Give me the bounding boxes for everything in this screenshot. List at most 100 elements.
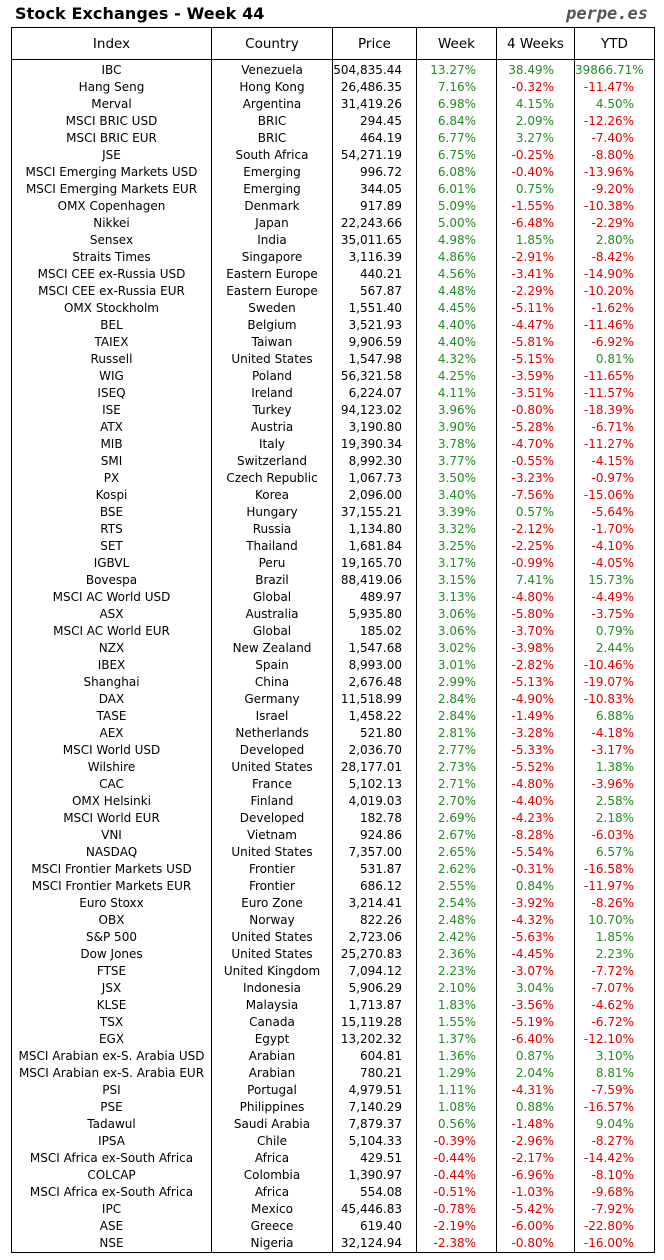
table-row: Tadawul Saudi Arabia 7,879.37 0.56% -1.48% 9.… (11, 1116, 655, 1133)
price-cell: 15,119.28 (332, 1014, 417, 1031)
price-cell: 185.02 (332, 623, 417, 640)
table-row: MSCI Africa ex-South Africa Africa 429.51-… (11, 1150, 655, 1167)
price-cell: 4,019.03 (332, 793, 417, 810)
ytd-change-cell: -14.90% (574, 266, 655, 283)
week-change-cell: 2.48% (416, 912, 497, 929)
table-row: RTS Russia 1,134.80 3.32% -2.12% -1.70% (11, 521, 655, 538)
week-change-cell: 2.70% (416, 793, 497, 810)
index-cell: BEL (11, 317, 212, 334)
four-week-change-cell: -8.28% (496, 827, 575, 844)
price-cell: 28,177.01 (332, 759, 417, 776)
four-week-change-cell: -0.32% (496, 79, 575, 96)
price-cell: 8,993.00 (332, 657, 417, 674)
ytd-change-cell: 2.18% (574, 810, 655, 827)
index-cell: MSCI CEE ex-Russia EUR (11, 283, 212, 300)
country-cell: Canada (211, 1014, 333, 1031)
column-header-week[interactable]: Week (416, 27, 497, 60)
week-change-cell: 3.06% (416, 606, 497, 623)
ytd-change-cell: -9.68% (574, 1184, 655, 1201)
ytd-change-cell: -12.10% (574, 1031, 655, 1048)
week-change-cell: 5.00% (416, 215, 497, 232)
week-change-cell: 6.01% (416, 181, 497, 198)
four-week-change-cell: 2.09% (496, 113, 575, 130)
table-row: SMI Switzerland 8,992.30 3.77% -0.55% -4.15% (11, 453, 655, 470)
table-row: ISE Turkey 94,123.02 3.96% -0.80% -18.39% (11, 402, 655, 419)
country-cell: United States (211, 946, 333, 963)
table-row: Kospi Korea 2,096.00 3.40% -7.56% -15.06% (11, 487, 655, 504)
week-change-cell: 2.84% (416, 691, 497, 708)
ytd-change-cell: -2.29% (574, 215, 655, 232)
table-row: TSX Canada 15,119.28 1.55% -5.19% -6.72% (11, 1014, 655, 1031)
price-cell: 26,486.35 (332, 79, 417, 96)
price-cell: 9,906.59 (332, 334, 417, 351)
four-week-change-cell: -1.03% (496, 1184, 575, 1201)
column-header-4-weeks[interactable]: 4 Weeks (496, 27, 575, 60)
table-row: MSCI Frontier Markets USD Frontier 531.87 2… (11, 861, 655, 878)
price-cell: 182.78 (332, 810, 417, 827)
country-cell: Indonesia (211, 980, 333, 997)
four-week-change-cell: -0.80% (496, 402, 575, 419)
table-row: AEX Netherlands 521.80 2.81% -3.28% -4.18% (11, 725, 655, 742)
table-row: ASE Greece 619.40 -2.19% -6.00% -22.80% (11, 1218, 655, 1235)
ytd-change-cell: 2.80% (574, 232, 655, 249)
table-row: MSCI AC World EUR Global 185.02 3.06% -3.70%… (11, 623, 655, 640)
ytd-change-cell: -7.40% (574, 130, 655, 147)
index-cell: IBC (11, 59, 212, 79)
four-week-change-cell: -2.25% (496, 538, 575, 555)
index-cell: ISEQ (11, 385, 212, 402)
four-week-change-cell: -1.48% (496, 1116, 575, 1133)
price-cell: 780.21 (332, 1065, 417, 1082)
column-header-price[interactable]: Price (332, 27, 417, 60)
week-change-cell: 6.08% (416, 164, 497, 181)
index-cell: MSCI AC World EUR (11, 623, 212, 640)
index-cell: OMX Stockholm (11, 300, 212, 317)
index-cell: NSE (11, 1235, 212, 1253)
index-cell: TASE (11, 708, 212, 725)
column-header-ytd[interactable]: YTD (574, 27, 655, 60)
four-week-change-cell: -5.42% (496, 1201, 575, 1218)
country-cell: United States (211, 844, 333, 861)
week-change-cell: 4.32% (416, 351, 497, 368)
ytd-change-cell: 6.57% (574, 844, 655, 861)
four-week-change-cell: -5.15% (496, 351, 575, 368)
column-header-index[interactable]: Index (11, 27, 212, 60)
index-cell: FTSE (11, 963, 212, 980)
country-cell: Eastern Europe (211, 266, 333, 283)
week-change-cell: 1.29% (416, 1065, 497, 1082)
country-cell: Spain (211, 657, 333, 674)
country-cell: New Zealand (211, 640, 333, 657)
country-cell: Netherlands (211, 725, 333, 742)
index-cell: SET (11, 538, 212, 555)
ytd-change-cell: -7.72% (574, 963, 655, 980)
price-cell: 3,116.39 (332, 249, 417, 266)
week-change-cell: 4.45% (416, 300, 497, 317)
index-cell: MSCI World EUR (11, 810, 212, 827)
country-cell: Germany (211, 691, 333, 708)
price-cell: 25,270.83 (332, 946, 417, 963)
four-week-change-cell: -3.41% (496, 266, 575, 283)
four-week-change-cell: -5.28% (496, 419, 575, 436)
country-cell: Vietnam (211, 827, 333, 844)
price-cell: 822.26 (332, 912, 417, 929)
ytd-change-cell: -19.07% (574, 674, 655, 691)
week-change-cell: -0.44% (416, 1167, 497, 1184)
week-change-cell: 3.25% (416, 538, 497, 555)
table-row: PSE Philippines 7,140.29 1.08% 0.88% -16.57% (11, 1099, 655, 1116)
four-week-change-cell: -4.40% (496, 793, 575, 810)
index-cell: PSE (11, 1099, 212, 1116)
ytd-change-cell: -9.20% (574, 181, 655, 198)
country-cell: Singapore (211, 249, 333, 266)
index-cell: SMI (11, 453, 212, 470)
column-header-country[interactable]: Country (211, 27, 333, 60)
country-cell: Italy (211, 436, 333, 453)
index-cell: VNI (11, 827, 212, 844)
country-cell: South Africa (211, 147, 333, 164)
country-cell: United Kingdom (211, 963, 333, 980)
table-row: Dow Jones United States 25,270.83 2.36% -4.4… (11, 946, 655, 963)
table-row: MSCI World USD Developed 2,036.70 2.77% -5.3… (11, 742, 655, 759)
index-cell: MSCI BRIC USD (11, 113, 212, 130)
ytd-change-cell: 2.58% (574, 793, 655, 810)
table-row: IGBVL Peru 19,165.70 3.17% -0.99% -4.05% (11, 555, 655, 572)
four-week-change-cell: -4.80% (496, 776, 575, 793)
index-cell: OMX Helsinki (11, 793, 212, 810)
